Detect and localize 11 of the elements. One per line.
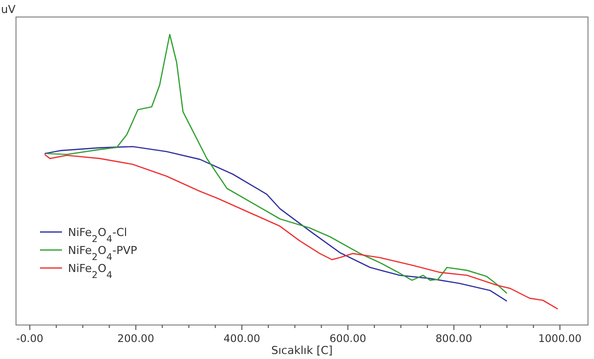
y-axis-title: uV xyxy=(1,3,16,16)
legend-label: NiFe$_{2}$O$_{4}$-Cl xyxy=(68,226,128,244)
x-axis-title: Sıcaklık [C] xyxy=(271,344,333,357)
legend-label: NiFe$_{2}$O$_{4}$ xyxy=(68,262,112,280)
x-tick-label: 1000.00 xyxy=(538,333,582,345)
x-tick-label: 600.00 xyxy=(329,333,366,345)
x-tick-label: 200.00 xyxy=(117,333,154,345)
x-tick-label: -0.00 xyxy=(16,333,44,345)
x-tick-label: 400.00 xyxy=(223,333,260,345)
legend-label: NiFe$_{2}$O$_{4}$-PVP xyxy=(68,244,138,262)
x-tick-label: 800.00 xyxy=(436,333,472,345)
